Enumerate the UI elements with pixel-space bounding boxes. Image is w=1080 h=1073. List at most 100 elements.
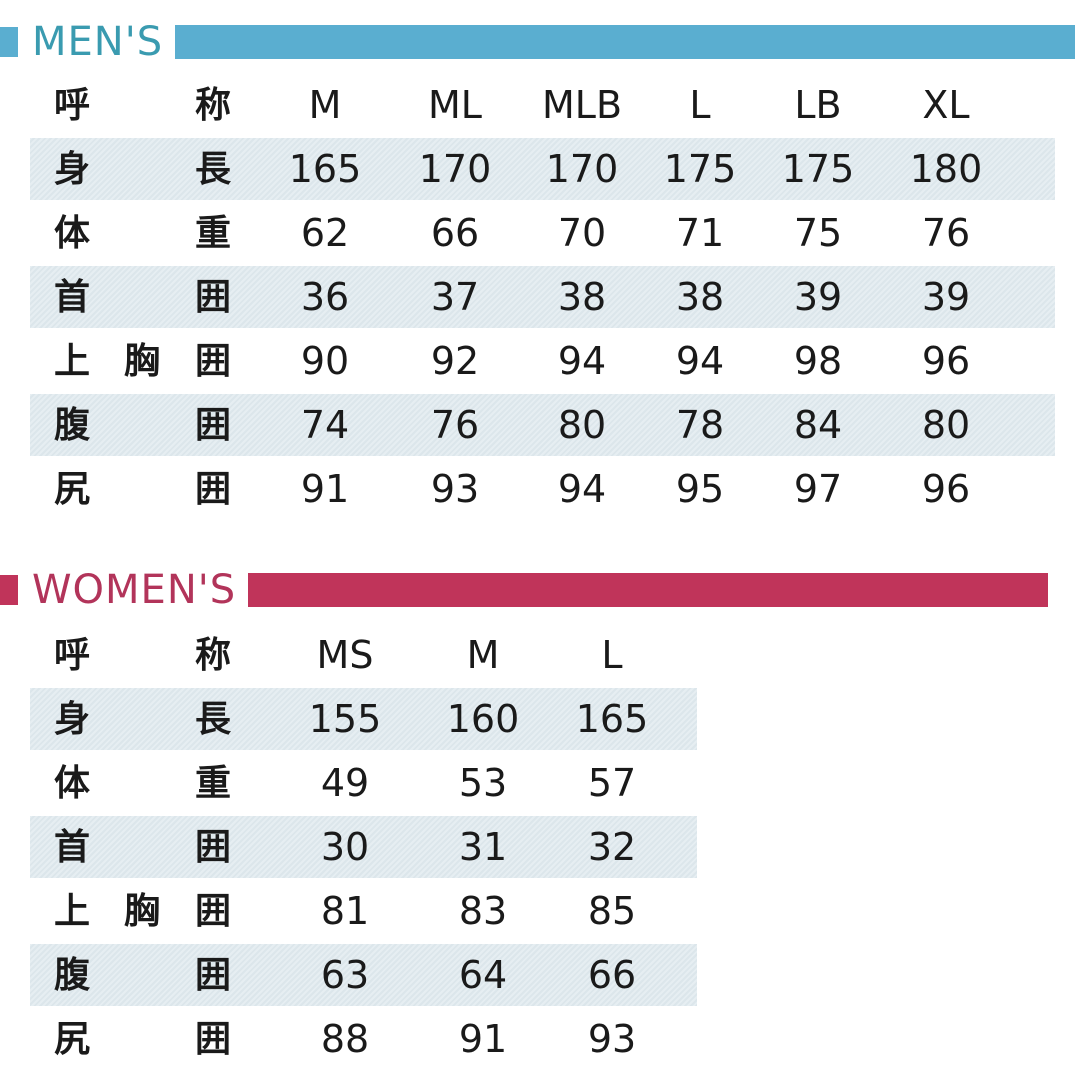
value-cell: 30 (320, 825, 370, 869)
row-label-char: 長 (194, 698, 232, 740)
value-cell: 63 (320, 953, 370, 997)
size-header: MS (316, 633, 374, 677)
row-label-char: 胸 (123, 890, 161, 932)
mens-title-bar (175, 25, 1076, 59)
value-cell: 74 (300, 403, 350, 447)
size-header: MLB (541, 83, 623, 127)
value-cell: 170 (418, 147, 492, 191)
value-cell: 155 (308, 697, 382, 741)
row-label-char: 称 (194, 634, 232, 676)
value-cell: 92 (430, 339, 480, 383)
row-label-char: 首 (53, 276, 91, 318)
value-cell: 90 (300, 339, 350, 383)
value-cell: 175 (781, 147, 855, 191)
value-cell: 165 (575, 697, 649, 741)
womens-title-text: WOMEN'S (32, 567, 237, 613)
size-header: M (308, 83, 342, 127)
value-cell: 180 (909, 147, 983, 191)
row-label-char: 囲 (194, 1018, 232, 1060)
value-cell: 71 (675, 211, 725, 255)
womens-title-lead-bar (0, 575, 18, 605)
value-cell: 70 (557, 211, 607, 255)
value-cell: 57 (587, 761, 637, 805)
value-cell: 66 (430, 211, 480, 255)
row-label-char: 重 (194, 212, 232, 254)
value-cell: 39 (793, 275, 843, 319)
table-row: 尻 囲 91 93 94 95 97 96 (30, 458, 1055, 520)
row-label-char: 囲 (194, 468, 232, 510)
row-label-char: 首 (53, 826, 91, 868)
value-cell: 170 (545, 147, 619, 191)
row-label-char: 身 (53, 698, 91, 740)
value-cell: 62 (300, 211, 350, 255)
row-label-char: 体 (53, 212, 91, 254)
value-cell: 91 (458, 1017, 508, 1061)
value-cell: 80 (557, 403, 607, 447)
size-header: L (601, 633, 623, 677)
value-cell: 64 (458, 953, 508, 997)
value-cell: 76 (921, 211, 971, 255)
size-header: M (466, 633, 500, 677)
row-label-char: 囲 (194, 404, 232, 446)
value-cell: 94 (675, 339, 725, 383)
value-cell: 94 (557, 467, 607, 511)
value-cell: 88 (320, 1017, 370, 1061)
row-label-char: 尻 (53, 1018, 91, 1060)
table-row: 身 長 165 170 170 175 175 180 (30, 138, 1055, 200)
size-header: LB (794, 83, 842, 127)
mens-section-title: MEN'S (0, 19, 1076, 65)
row-label-char: 長 (194, 148, 232, 190)
value-cell: 31 (458, 825, 508, 869)
value-cell: 95 (675, 467, 725, 511)
row-label-char: 呼 (53, 84, 91, 126)
table-row: 上胸囲 81 83 85 (30, 880, 697, 942)
value-cell: 66 (587, 953, 637, 997)
value-cell: 93 (587, 1017, 637, 1061)
value-cell: 94 (557, 339, 607, 383)
value-cell: 36 (300, 275, 350, 319)
value-cell: 160 (446, 697, 520, 741)
value-cell: 85 (587, 889, 637, 933)
table-row: 腹 囲 63 64 66 (30, 944, 697, 1006)
value-cell: 93 (430, 467, 480, 511)
row-label-char: 尻 (53, 468, 91, 510)
table-row: 体 重 62 66 70 71 75 76 (30, 202, 1055, 264)
header-row: 呼 称 MS M L (30, 624, 697, 686)
value-cell: 39 (921, 275, 971, 319)
table-row: 首 囲 30 31 32 (30, 816, 697, 878)
value-cell: 96 (921, 339, 971, 383)
row-label-char: 体 (53, 762, 91, 804)
value-cell: 98 (793, 339, 843, 383)
header-row: 呼 称 M ML MLB L LB XL (30, 74, 1055, 136)
value-cell: 32 (587, 825, 637, 869)
womens-section-title: WOMEN'S (0, 567, 1049, 613)
size-header: L (689, 83, 711, 127)
row-label-char: 囲 (194, 890, 232, 932)
value-cell: 75 (793, 211, 843, 255)
row-label-char: 囲 (194, 340, 232, 382)
row-label-char: 上 (53, 890, 91, 932)
row-label-char: 腹 (53, 954, 91, 996)
value-cell: 84 (793, 403, 843, 447)
row-label-char: 称 (194, 84, 232, 126)
size-header: XL (922, 83, 970, 127)
row-label-char: 上 (53, 340, 91, 382)
value-cell: 81 (320, 889, 370, 933)
row-label-char: 呼 (53, 634, 91, 676)
row-label-char: 胸 (123, 340, 161, 382)
value-cell: 37 (430, 275, 480, 319)
value-cell: 38 (557, 275, 607, 319)
value-cell: 80 (921, 403, 971, 447)
value-cell: 78 (675, 403, 725, 447)
value-cell: 53 (458, 761, 508, 805)
row-label-char: 囲 (194, 954, 232, 996)
row-label-char: 重 (194, 762, 232, 804)
size-header: ML (428, 83, 482, 127)
womens-title-bar (248, 573, 1049, 607)
mens-title-lead-bar (0, 27, 18, 57)
table-row: 身 長 155 160 165 (30, 688, 697, 750)
value-cell: 83 (458, 889, 508, 933)
table-row: 体 重 49 53 57 (30, 752, 697, 814)
value-cell: 49 (320, 761, 370, 805)
table-row: 首 囲 36 37 38 38 39 39 (30, 266, 1055, 328)
